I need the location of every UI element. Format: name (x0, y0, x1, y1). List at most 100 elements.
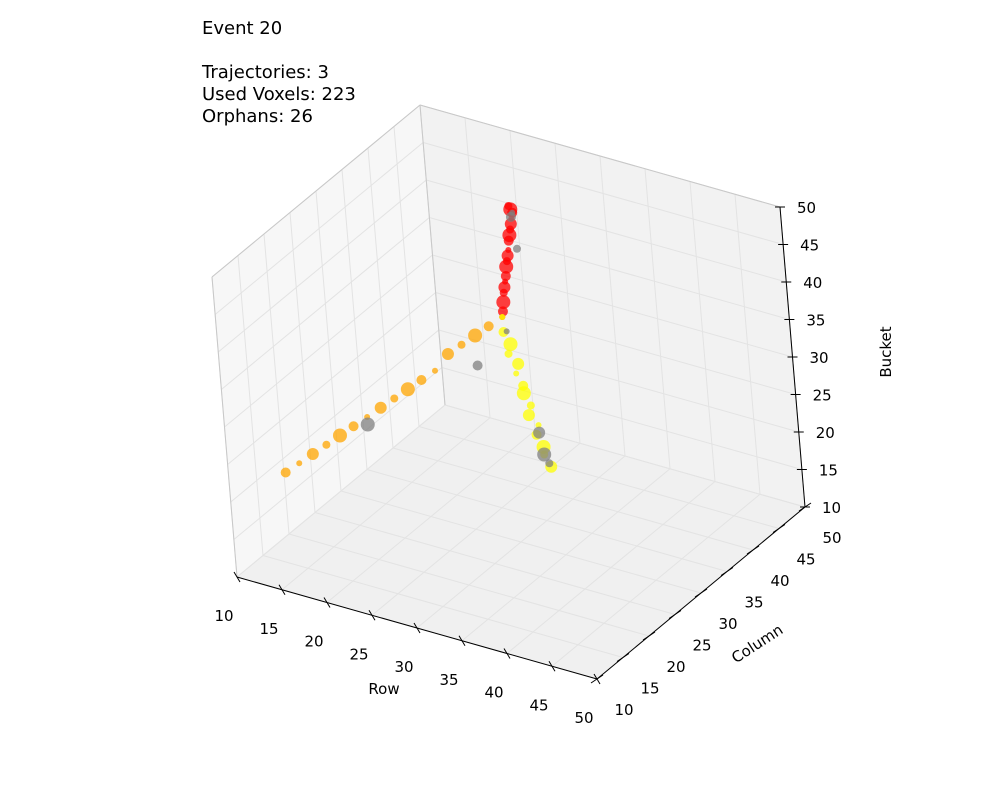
x-tick-mark (548, 660, 556, 672)
scatter-points (280, 201, 558, 478)
x-tick-mark (413, 622, 421, 634)
y-tick-label: 40 (770, 572, 789, 590)
data-point (374, 401, 387, 414)
x-tick-mark (368, 609, 376, 621)
data-point (280, 467, 291, 478)
x-tick-label: 20 (304, 633, 323, 651)
grid-line (426, 179, 787, 283)
spacer (202, 40, 356, 62)
x-tick-label: 30 (394, 658, 413, 676)
y-tick-label: 15 (640, 680, 659, 698)
data-point (498, 281, 511, 294)
data-point (416, 375, 427, 385)
grid-line (288, 533, 650, 637)
x-tick-label: 45 (529, 696, 548, 714)
data-point (503, 337, 518, 352)
data-point (296, 460, 303, 467)
y-tick-label: 35 (744, 594, 763, 612)
y-tick-mark (668, 610, 682, 619)
x-tick-label: 35 (439, 671, 458, 689)
x-tick-label: 15 (259, 620, 278, 638)
y-tick-mark (616, 653, 630, 662)
grid-line (392, 447, 754, 551)
pane-edge (211, 104, 421, 278)
data-point (533, 426, 546, 439)
data-point (503, 328, 510, 335)
grid-line (214, 142, 424, 315)
z-tick-label: 35 (806, 312, 825, 330)
grid-line (262, 555, 624, 658)
pane-edge (419, 104, 781, 208)
orphans-count: Orphans: 26 (202, 106, 313, 127)
y-tick-mark (720, 567, 734, 576)
data-point (400, 382, 415, 397)
data-point (322, 440, 331, 449)
z-tick-label: 20 (816, 424, 835, 442)
event-title: Event 20 (202, 18, 283, 39)
grid-line (438, 329, 799, 433)
z-tick-label: 40 (803, 274, 822, 292)
data-point (496, 295, 511, 310)
grid-line (366, 469, 728, 572)
grid-line (441, 367, 803, 470)
z-tick-label: 15 (819, 462, 838, 480)
y-tick-label: 20 (666, 658, 685, 676)
y-tick-label: 30 (718, 615, 737, 633)
grid-line (221, 217, 430, 390)
used-voxels-count: Used Voxels: 223 (202, 84, 356, 105)
data-point (483, 321, 494, 332)
data-point (537, 447, 552, 462)
z-tick-label: 10 (822, 499, 841, 517)
grid-line (236, 404, 446, 578)
y-tick-label: 50 (822, 529, 841, 547)
trajectories-count: Trajectories: 3 (202, 62, 329, 83)
y-tick-mark (590, 674, 604, 684)
data-point (505, 211, 516, 222)
grid-line (227, 292, 436, 465)
data-point (500, 271, 511, 282)
axis-lines (211, 104, 812, 685)
x-tick-label: 50 (574, 709, 593, 727)
data-point (457, 340, 466, 349)
data-point (513, 244, 521, 253)
x-tick-mark (233, 571, 241, 583)
x-tick-mark (323, 597, 331, 608)
grid-line (422, 142, 784, 245)
z-tick-label: 50 (797, 199, 816, 217)
x-axis-label: Row (368, 680, 399, 698)
y-tick-label: 45 (796, 551, 815, 569)
grid-line (230, 329, 440, 503)
z-tick-label: 25 (813, 387, 832, 405)
event-info: Event 20 Trajectories: 3 Used Voxels: 22… (202, 18, 356, 128)
data-point (497, 306, 508, 317)
y-tick-mark (746, 545, 760, 555)
data-point (348, 421, 359, 432)
y-tick-label: 25 (692, 637, 711, 655)
grid-line (429, 217, 790, 320)
x-tick-label: 10 (214, 607, 233, 625)
data-point (441, 348, 454, 360)
x-tick-label: 40 (484, 684, 503, 702)
data-point (332, 428, 347, 443)
grid-line (444, 404, 806, 508)
data-point (522, 409, 535, 422)
grid-line (435, 292, 796, 395)
data-point (501, 249, 514, 262)
pane-edge (419, 104, 446, 406)
z-axis-label: Bucket (877, 326, 895, 377)
data-point (432, 367, 438, 374)
data-point (545, 459, 554, 468)
grid-line (314, 512, 676, 615)
grid-line (432, 254, 793, 358)
data-point (468, 328, 483, 343)
grid-line (340, 490, 702, 594)
data-point (505, 247, 512, 253)
z-tick-label: 30 (810, 349, 829, 367)
data-point (360, 417, 375, 432)
z-tick-label: 45 (800, 237, 819, 255)
data-point (526, 401, 535, 410)
axis-panes (212, 105, 805, 679)
grid-line (418, 426, 780, 529)
y-tick-label: 10 (614, 701, 633, 719)
